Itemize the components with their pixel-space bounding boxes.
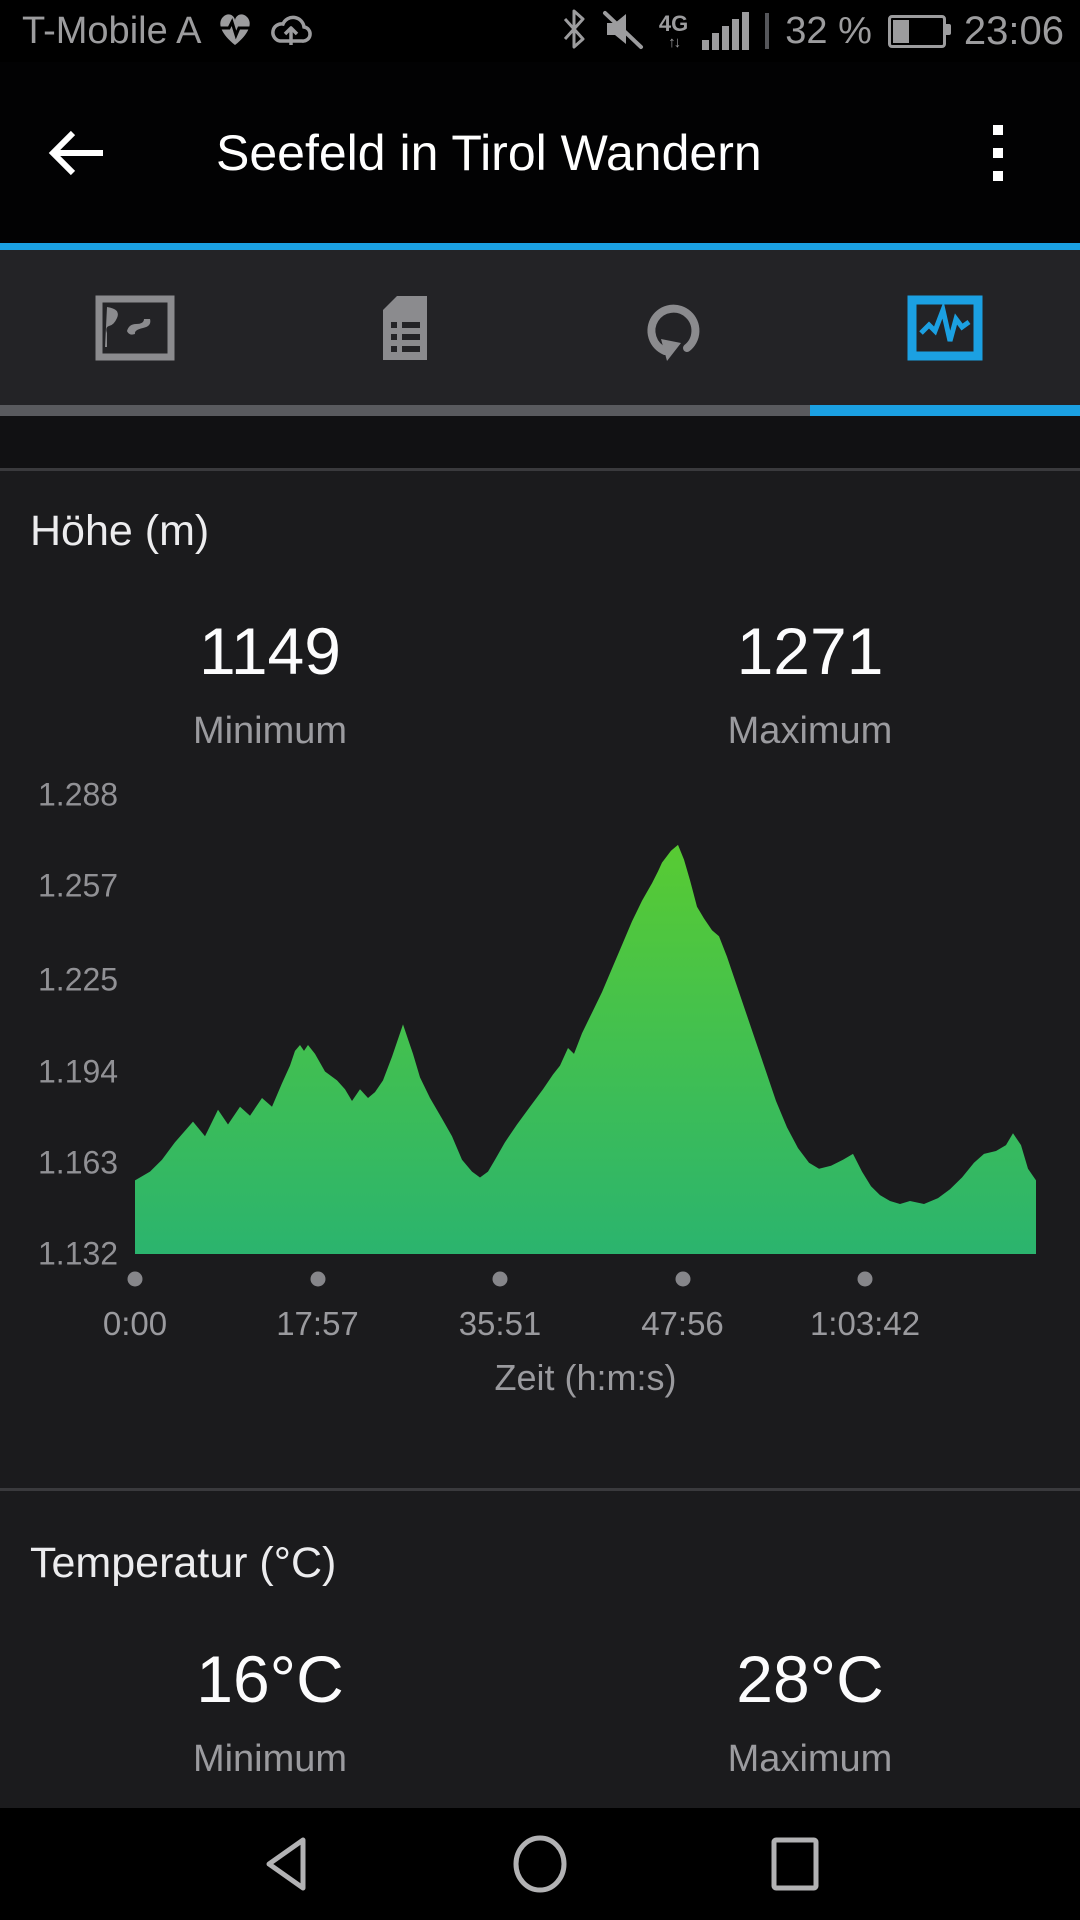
battery-percent-label: 32 % <box>785 9 872 52</box>
x-tick-label: 0:00 <box>102 1305 168 1342</box>
y-tick-label: 1.194 <box>38 1053 119 1090</box>
active-tab-indicator <box>810 405 1080 416</box>
temperature-stats: 16°C Minimum 28°C Maximum <box>0 1646 1080 1781</box>
y-tick-label: 1.163 <box>38 1144 119 1181</box>
x-tick-dot <box>127 1271 143 1287</box>
elevation-min-stat: 1149 Minimum <box>0 618 540 753</box>
mute-icon <box>601 7 647 56</box>
elevation-max-value: 1271 <box>736 614 884 688</box>
status-bar: T-Mobile A 4G ↑↓ 32 % <box>0 0 1080 62</box>
tab-indicator-track <box>0 405 1080 416</box>
temperature-section: Temperatur (°C) 16°C Minimum 28°C Maximu… <box>0 1491 1080 1808</box>
details-tab[interactable] <box>270 250 540 405</box>
temperature-max-label: Maximum <box>727 1738 893 1780</box>
arrow-left-icon <box>48 130 103 175</box>
elevation-max-label: Maximum <box>727 710 893 752</box>
laps-tab[interactable] <box>540 250 810 405</box>
y-tick-label: 1.132 <box>38 1235 119 1272</box>
y-tick-label: 1.225 <box>38 961 119 998</box>
accent-divider <box>0 243 1080 250</box>
laps-loop-icon <box>647 304 700 361</box>
charts-tab[interactable] <box>810 250 1080 405</box>
section-gap <box>0 416 1080 471</box>
status-separator <box>765 13 770 49</box>
x-tick-label: 35:51 <box>458 1305 542 1342</box>
page-title: Seefeld in Tirol Wandern <box>216 124 762 181</box>
battery-icon <box>887 14 951 48</box>
back-button[interactable] <box>42 117 114 189</box>
nav-recents-button[interactable] <box>760 1829 830 1899</box>
temperature-title: Temperatur (°C) <box>30 1539 337 1587</box>
android-nav-bar <box>0 1808 1080 1920</box>
home-circle-icon <box>513 1835 567 1893</box>
map-tab[interactable] <box>0 250 270 405</box>
elevation-section: Höhe (m) 1149 Minimum 1271 Maximum 1.288… <box>0 471 1080 1491</box>
signal-bars-icon <box>702 12 750 50</box>
tab-bar <box>0 250 1080 405</box>
x-tick-label: 17:57 <box>276 1305 359 1342</box>
x-tick-dot <box>492 1271 508 1287</box>
nav-home-button[interactable] <box>505 1829 575 1899</box>
x-tick-label: 47:56 <box>641 1305 724 1342</box>
carrier-label: T-Mobile A <box>22 9 202 52</box>
nav-back-button[interactable] <box>250 1829 320 1899</box>
elevation-stats: 1149 Minimum 1271 Maximum <box>0 618 1080 753</box>
temperature-min-stat: 16°C Minimum <box>0 1646 540 1781</box>
y-axis-ticks: 1.288 1.257 1.225 1.194 1.163 1.132 <box>36 776 135 1271</box>
elevation-title: Höhe (m) <box>30 507 210 555</box>
network-type-indicator: 4G ↑↓ <box>658 10 689 51</box>
elevation-chart-plot[interactable]: 1.288 1.257 1.225 1.194 1.163 1.132 0:00 17:57… <box>38 776 1036 1398</box>
elevation-max-stat: 1271 Maximum <box>540 618 1080 753</box>
cloud-upload-icon <box>268 9 314 54</box>
elevation-min-label: Minimum <box>192 710 348 752</box>
x-tick-dot <box>675 1271 690 1287</box>
temperature-max-stat: 28°C Maximum <box>540 1646 1080 1781</box>
heart-rate-icon <box>214 9 256 54</box>
x-tick-dot <box>310 1271 325 1287</box>
bluetooth-icon <box>559 7 589 56</box>
map-icon <box>95 295 175 360</box>
x-tick-dot <box>857 1271 873 1287</box>
y-tick-label: 1.288 <box>38 776 119 813</box>
x-axis-title: Zeit (h:m:s) <box>494 1357 677 1398</box>
notes-icon <box>383 295 427 360</box>
back-triangle-icon <box>266 1837 306 1891</box>
elevation-area-chart <box>135 844 1036 1254</box>
chart-pulse-icon <box>907 295 983 360</box>
x-tick-label: 1:03:42 <box>809 1305 921 1342</box>
y-tick-label: 1.257 <box>38 867 119 904</box>
temperature-max-value: 28°C <box>736 1642 884 1716</box>
recents-square-icon <box>771 1837 819 1891</box>
app-bar: Seefeld in Tirol Wandern <box>0 62 1080 243</box>
temperature-min-label: Minimum <box>192 1738 348 1780</box>
clock-label: 23:06 <box>963 8 1064 53</box>
overflow-menu-button[interactable] <box>968 108 1028 198</box>
elevation-min-value: 1149 <box>199 614 341 688</box>
temperature-min-value: 16°C <box>196 1642 344 1716</box>
elevation-area-fill <box>135 844 1036 1254</box>
